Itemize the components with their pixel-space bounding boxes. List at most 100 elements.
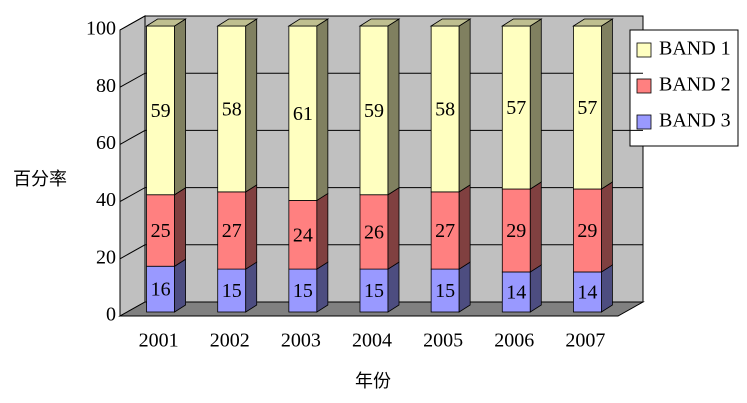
legend-label: BAND 1: [659, 38, 731, 60]
x-tick-label: 2005: [423, 330, 463, 352]
data-label: 29: [506, 220, 526, 242]
data-label: 15: [222, 280, 242, 302]
data-label: 27: [222, 220, 242, 242]
bar: [429, 18, 472, 193]
data-label: 59: [364, 100, 384, 122]
grid-line: [119, 187, 643, 203]
x-axis-label: 年份: [355, 371, 391, 392]
legend-label: BAND 2: [659, 74, 731, 96]
x-tick-label: 2004: [352, 330, 392, 352]
bar-top: [429, 18, 472, 27]
bar-front: [217, 191, 247, 270]
bar: [287, 18, 330, 202]
bar: [288, 261, 329, 313]
bar-top: [358, 18, 401, 27]
bar-side: [601, 264, 613, 313]
bar-side: [387, 187, 400, 270]
bar: [359, 187, 400, 270]
x-tick-label: 2003: [281, 330, 321, 352]
bar-front: [146, 194, 175, 267]
bar-side: [529, 18, 542, 190]
data-label: 59: [151, 100, 171, 122]
grid-line: [119, 15, 643, 31]
data-label: 25: [151, 220, 171, 242]
bar-side: [529, 264, 542, 313]
bar-side: [458, 261, 471, 313]
data-label: 15: [364, 280, 384, 302]
bar: [430, 261, 471, 313]
data-label: 14: [577, 282, 597, 304]
grid-line: [119, 129, 643, 145]
bar-side: [458, 18, 471, 193]
x-tick-label: 2002: [210, 330, 250, 352]
legend-swatch: [636, 114, 652, 130]
bar-front: [359, 194, 389, 270]
data-label: 15: [293, 280, 313, 302]
bar-side: [174, 187, 186, 267]
bar-front: [146, 265, 175, 313]
bar-side: [245, 261, 258, 313]
data-label: 24: [293, 224, 313, 246]
bar-front: [501, 25, 531, 190]
bar: [359, 261, 400, 313]
bar-front: [288, 268, 318, 313]
bar-top: [572, 18, 614, 27]
bar-side: [387, 261, 400, 313]
bar: [216, 18, 259, 193]
y-tick-label: 0: [106, 304, 116, 326]
bar: [358, 18, 401, 196]
bar-front: [359, 268, 389, 313]
legend-swatch: [636, 78, 652, 94]
data-label: 58: [222, 99, 242, 121]
x-tick-label: 2007: [565, 330, 605, 352]
data-label: 58: [435, 99, 455, 121]
bar-front: [430, 268, 460, 313]
bar-front: [501, 188, 531, 273]
bar-top: [500, 18, 543, 27]
data-label: 57: [577, 97, 597, 119]
bar-side: [316, 18, 329, 202]
bar-front: [430, 25, 460, 193]
bar-side: [529, 181, 542, 273]
data-label: 14: [506, 282, 526, 304]
bar-side: [174, 258, 186, 313]
y-axis-label: 百分率: [13, 169, 67, 190]
bar: [501, 181, 542, 273]
data-label: 26: [364, 222, 384, 244]
bar-front: [217, 25, 247, 193]
bar: [572, 18, 614, 190]
data-label: 61: [293, 103, 313, 125]
bar-top: [216, 18, 259, 27]
y-tick-label: 80: [96, 75, 116, 97]
bar-side: [174, 18, 186, 196]
x-tick-label: 2006: [494, 330, 534, 352]
bar: [145, 18, 187, 196]
y-tick-label: 100: [86, 18, 116, 40]
legend-label: BAND 3: [659, 110, 731, 132]
bar-front: [288, 200, 318, 270]
bar-side: [601, 18, 613, 190]
y-tick-label: 40: [96, 189, 116, 211]
bar-top: [287, 18, 330, 27]
y-tick-label: 20: [96, 246, 116, 268]
bar-front: [288, 25, 318, 201]
bar: [288, 192, 329, 270]
data-label: 57: [506, 97, 526, 119]
x-tick-label: 2001: [139, 330, 179, 352]
bar-side: [316, 261, 329, 313]
bar-side: [458, 184, 471, 270]
grid-line: [119, 72, 643, 88]
bar-top: [145, 18, 187, 27]
bar-front: [217, 268, 247, 313]
bar-side: [316, 192, 329, 270]
data-label: 29: [577, 220, 597, 242]
bar: [217, 261, 258, 313]
grid-line: [119, 244, 643, 260]
bar-side: [601, 181, 613, 273]
legend-swatch: [636, 42, 652, 58]
bar-side: [245, 184, 258, 270]
y-tick-label: 60: [96, 132, 116, 154]
bar: [500, 18, 543, 190]
data-label: 16: [151, 279, 171, 301]
